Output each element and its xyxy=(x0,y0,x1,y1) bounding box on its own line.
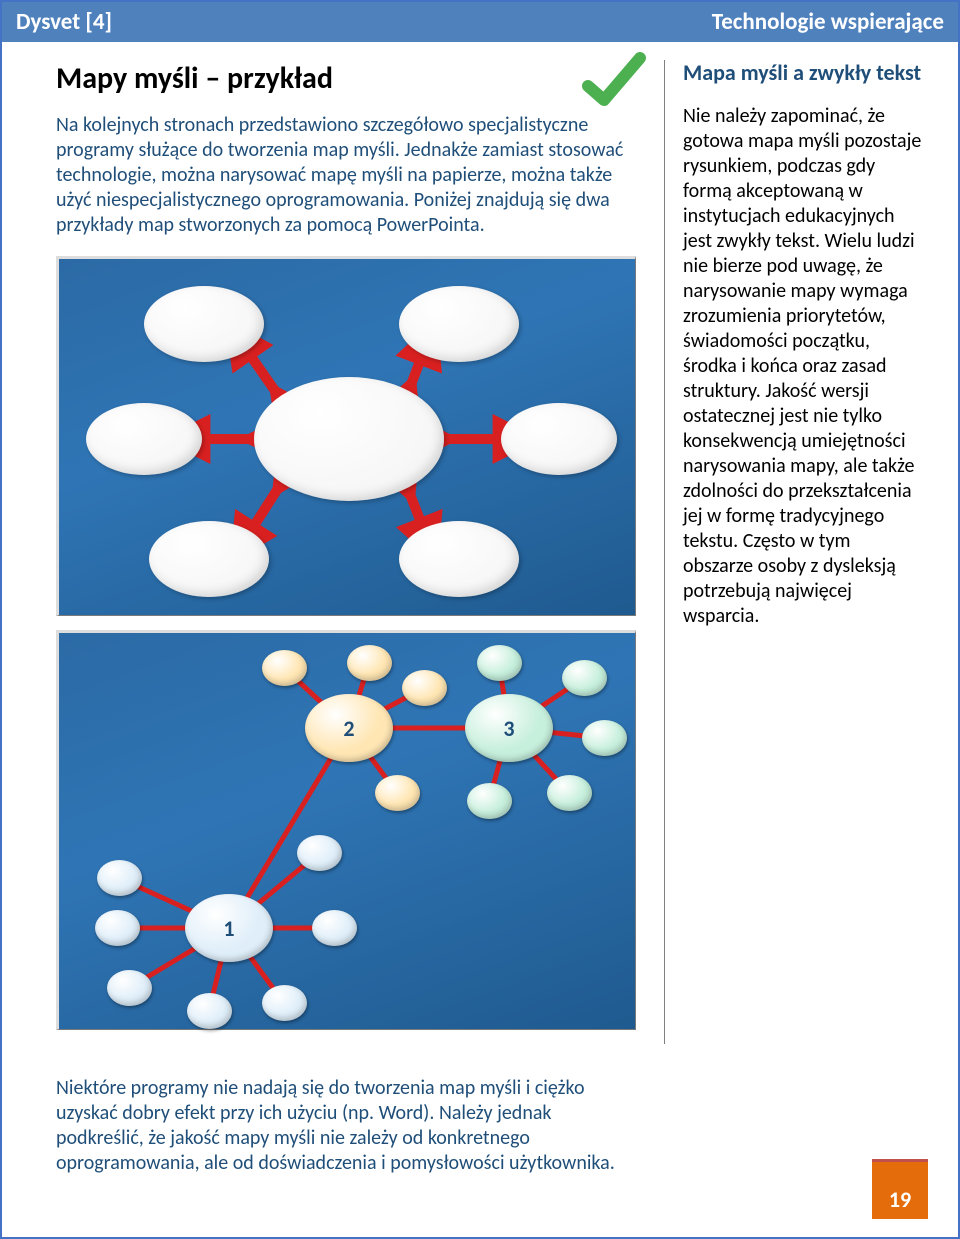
diagram2-svg xyxy=(59,633,635,1029)
mindmap-node xyxy=(144,286,264,362)
mindmap-node xyxy=(399,286,519,362)
network-leaf xyxy=(402,670,447,706)
network-leaf xyxy=(107,970,152,1006)
content-area: Mapy myśli – przykład Na kolejnych stron… xyxy=(2,42,958,1054)
sidebar-title: Mapa myśli a zwykły tekst xyxy=(683,60,924,86)
document-page: Dysvet [4] Technologie wspierające Mapy … xyxy=(0,0,960,1239)
header-bar: Dysvet [4] Technologie wspierające xyxy=(2,2,958,42)
network-leaf xyxy=(95,910,140,946)
sidebar-column: Mapa myśli a zwykły tekst Nie należy zap… xyxy=(664,60,924,1044)
sidebar-body: Nie należy zapominać, że gotowa mapa myś… xyxy=(683,104,924,629)
network-hub-3: 3 xyxy=(465,694,553,762)
intro-paragraph: Na kolejnych stronach przedstawiono szcz… xyxy=(56,113,646,238)
network-leaf xyxy=(562,660,607,696)
mindmap-node xyxy=(254,377,444,501)
header-left: Dysvet [4] xyxy=(16,8,112,36)
network-leaf xyxy=(312,910,357,946)
mindmap-node xyxy=(399,521,519,597)
network-hub-1: 1 xyxy=(185,894,273,962)
page-number: 19 xyxy=(872,1159,928,1219)
network-leaf xyxy=(297,835,342,871)
page-title: Mapy myśli – przykład xyxy=(56,60,646,97)
mindmap-diagram-2: 1 2 3 xyxy=(56,630,636,1030)
header-right: Technologie wspierające xyxy=(712,8,944,36)
mindmap-node xyxy=(86,403,202,475)
network-leaf xyxy=(187,993,232,1029)
network-leaf xyxy=(582,720,627,756)
network-leaf xyxy=(375,775,420,811)
network-leaf xyxy=(477,645,522,681)
network-hub-2: 2 xyxy=(305,694,393,762)
main-column: Mapy myśli – przykład Na kolejnych stron… xyxy=(56,60,646,1044)
network-leaf xyxy=(97,860,142,896)
network-leaf xyxy=(547,775,592,811)
footer-note: Niektóre programy nie nadają się do twor… xyxy=(2,1054,642,1186)
mindmap-node xyxy=(149,521,269,597)
network-leaf xyxy=(347,645,392,681)
mindmap-node xyxy=(501,403,617,475)
checkmark-icon xyxy=(580,52,648,112)
network-leaf xyxy=(262,650,307,686)
network-leaf xyxy=(262,985,307,1021)
network-leaf xyxy=(467,783,512,819)
mindmap-diagram-1 xyxy=(56,256,636,616)
